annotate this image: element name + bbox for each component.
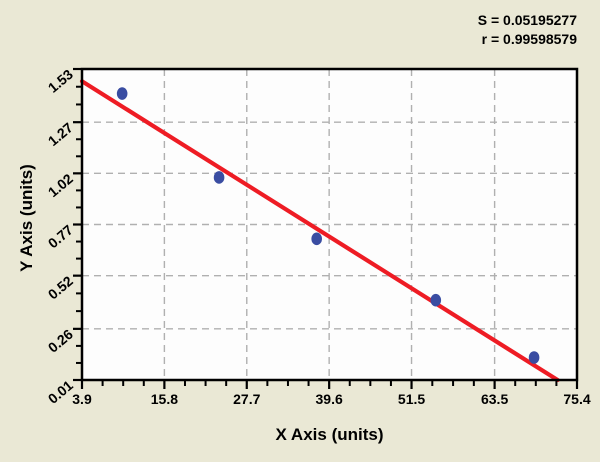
y-tick-label: 1.02 bbox=[45, 170, 76, 200]
x-tick-label: 39.6 bbox=[316, 391, 343, 407]
x-tick-label: 75.4 bbox=[563, 391, 590, 407]
x-tick-label: 15.8 bbox=[151, 391, 178, 407]
data-point bbox=[311, 232, 322, 246]
data-point bbox=[528, 351, 540, 364]
y-axis-title: Y Axis (units) bbox=[17, 164, 36, 272]
y-tick-label: 0.26 bbox=[45, 326, 76, 356]
y-tick-label: 0.52 bbox=[45, 273, 76, 303]
x-tick-label: 27.7 bbox=[233, 391, 260, 407]
x-tick-label: 63.5 bbox=[481, 391, 508, 407]
data-point bbox=[116, 87, 128, 100]
x-tick-label: 3.9 bbox=[72, 391, 92, 407]
x-axis-title: X Axis (units) bbox=[275, 425, 384, 444]
y-tick-label: 1.53 bbox=[45, 66, 76, 96]
y-tick-label: 0.77 bbox=[45, 221, 76, 251]
stat-s-value: S = 0.05195277 bbox=[477, 12, 577, 28]
stat-r-value: r = 0.99598579 bbox=[481, 31, 577, 47]
fit-statistics: S = 0.05195277 r = 0.99598579 bbox=[478, 11, 577, 49]
x-tick-label: 51.5 bbox=[398, 391, 425, 407]
data-point bbox=[430, 293, 442, 307]
fit-line bbox=[79, 79, 560, 383]
y-tick-label: 1.27 bbox=[45, 119, 76, 149]
data-point bbox=[213, 171, 225, 184]
plot-border bbox=[80, 67, 579, 382]
